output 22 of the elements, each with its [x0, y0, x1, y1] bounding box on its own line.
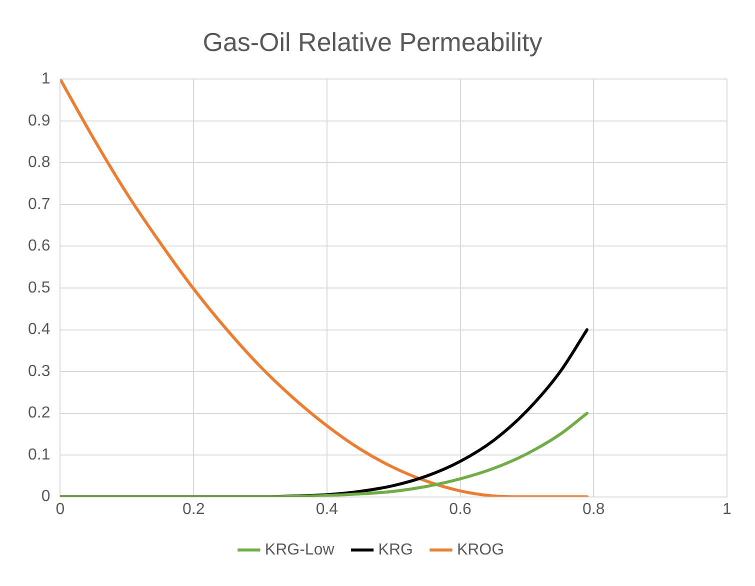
y-tick-label: 0.3 [28, 362, 50, 380]
y-tick-label: 0.5 [28, 279, 50, 296]
y-tick-label: 0 [41, 488, 50, 506]
legend-label: KRG [378, 541, 413, 558]
y-tick-label: 0.1 [28, 446, 50, 464]
y-tick-label: 0.2 [28, 404, 50, 422]
legend-label: KRG-Low [264, 541, 335, 558]
y-tick-label: 0.8 [28, 154, 50, 172]
legend-label: KROG [456, 541, 504, 558]
y-tick-label: 0.7 [28, 196, 50, 213]
x-tick-label: 0.8 [582, 500, 605, 518]
y-tick-label: 0.4 [28, 321, 50, 338]
x-tick-label: 1 [722, 500, 732, 518]
x-tick-label: 0.6 [449, 500, 472, 518]
chart-title: Gas-Oil Relative Permeability [202, 26, 542, 57]
y-tick-label: 1 [41, 70, 50, 88]
line-series [60, 412, 588, 497]
x-tick-label: 0.4 [316, 500, 338, 518]
x-tick-label: 0 [56, 500, 65, 518]
y-tick-label: 0.9 [28, 112, 50, 130]
y-tick-label: 0.6 [28, 238, 50, 255]
x-tick-label: 0.2 [182, 500, 205, 518]
